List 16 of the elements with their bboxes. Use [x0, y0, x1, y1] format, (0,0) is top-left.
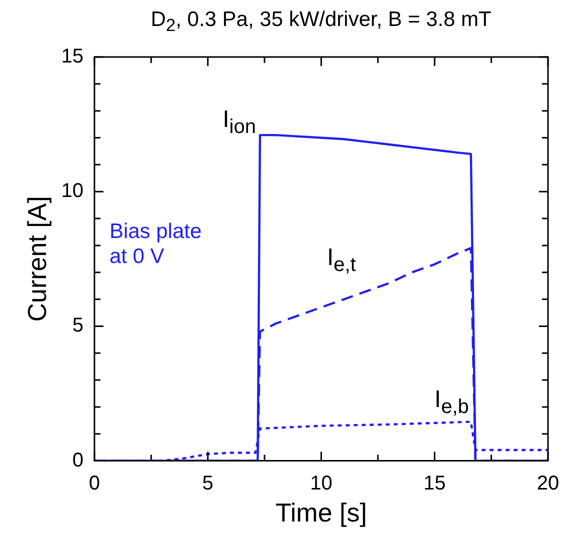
y-tick-label: 10: [61, 180, 84, 202]
x-tick-label: 5: [202, 472, 214, 494]
chart-title: D$_{2}$, 0.3 Pa, 35 kW/driver, B = 3.8 mT: [150, 8, 492, 36]
x-tick-label: 0: [88, 472, 100, 494]
x-axis-title: Time [s]: [275, 498, 367, 528]
annotation: Bias plate at 0 V: [109, 218, 202, 269]
y-tick-label: 15: [61, 46, 84, 68]
y-axis-title: Current [A]: [22, 196, 52, 322]
y-tick-label: 5: [72, 314, 84, 337]
series-label: I$_{ion}$: [222, 106, 256, 140]
series-label: I$_{e,b}$: [434, 386, 469, 419]
series-label: I$_{e,t}$: [326, 244, 356, 278]
y-tick-label: 0: [72, 449, 84, 472]
x-tick-label: 20: [536, 472, 560, 494]
x-tick-label: 10: [310, 472, 332, 494]
x-tick-label: 15: [423, 472, 446, 494]
